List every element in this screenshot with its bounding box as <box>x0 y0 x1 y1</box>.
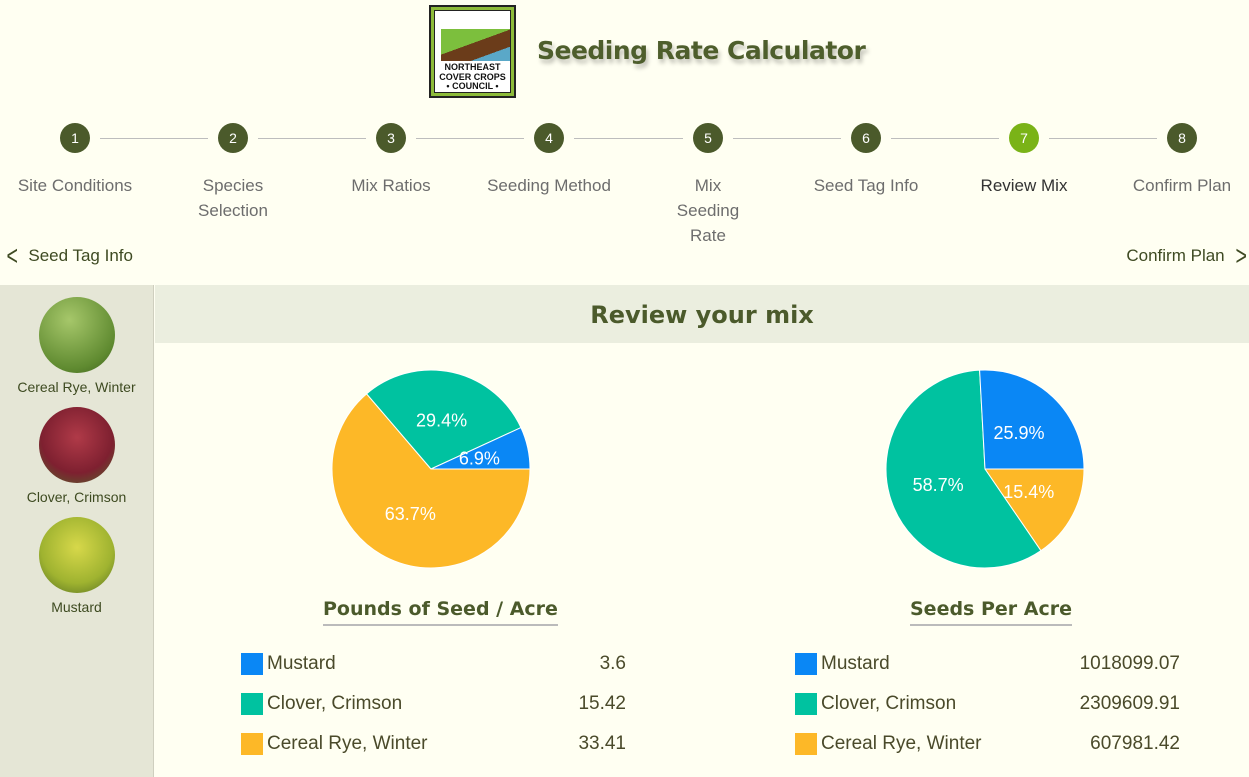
species-item[interactable]: Clover, Crimson <box>0 407 153 505</box>
legend-name: Mustard <box>267 653 336 674</box>
step-8[interactable]: 8 Confirm Plan <box>1107 120 1249 198</box>
stepper: 1 Site Conditions 2 Species Selection 3 Mix R… <box>0 120 1249 245</box>
legend-name: Cereal Rye, Winter <box>267 733 428 754</box>
pie-slice-mustard[interactable] <box>430 426 531 470</box>
step-number: 6 <box>851 123 881 153</box>
step-connector <box>100 138 208 139</box>
chart-title-pounds: Pounds of Seed / Acre <box>323 598 558 626</box>
pie-slice-mustard[interactable] <box>979 369 1085 470</box>
pie-label: 58.7% <box>913 475 964 495</box>
step-number: 1 <box>60 123 90 153</box>
step-number: 3 <box>376 123 406 153</box>
ncc-logo: NORTHEAST COVER CROPS • COUNCIL • <box>429 5 516 98</box>
step-connector <box>891 138 999 139</box>
legend-row: Mustard 1018099.07 <box>795 644 1180 684</box>
pie-label: 29.4% <box>416 411 467 431</box>
legend-row: Clover, Crimson 15.42 <box>241 684 626 724</box>
species-image <box>38 297 115 373</box>
legend-row: Mustard 3.6 <box>241 644 626 684</box>
step-label: Mix Ratios <box>351 176 431 195</box>
legend-swatch <box>241 733 263 755</box>
step-connector <box>733 138 841 139</box>
pie-label: 15.4% <box>1003 482 1054 502</box>
step-number: 2 <box>218 123 248 153</box>
legend-name: Clover, Crimson <box>821 693 957 714</box>
legend-row: Cereal Rye, Winter 33.41 <box>241 724 626 764</box>
step-label: Mix Seeding Rate <box>676 176 740 245</box>
legend-row: Clover, Crimson 2309609.91 <box>795 684 1180 724</box>
legend-swatch <box>795 733 817 755</box>
species-item[interactable]: Cereal Rye, Winter <box>0 297 153 395</box>
pie-label: 63.7% <box>385 504 436 524</box>
step-connector <box>416 138 524 139</box>
legend-value: 15.42 <box>578 693 626 714</box>
app-title: Seeding Rate Calculator <box>537 36 866 65</box>
step-number: 5 <box>693 123 723 153</box>
legend-name: Mustard <box>821 653 890 674</box>
pie-slice-cereal-rye-winter[interactable] <box>984 468 1085 552</box>
step-label: Species Selection <box>198 176 268 220</box>
legend-swatch <box>795 693 817 715</box>
legend-swatch <box>795 653 817 675</box>
step-label: Seeding Method <box>487 176 611 195</box>
species-sidebar: Cereal Rye, Winter Clover, Crimson Musta… <box>0 285 154 777</box>
step-6[interactable]: 6 Seed Tag Info <box>791 120 941 198</box>
step-connector <box>1049 138 1157 139</box>
species-image <box>38 517 115 593</box>
step-number: 4 <box>534 123 564 153</box>
step-4[interactable]: 4 Seeding Method <box>474 120 624 198</box>
pie-chart-pounds: 63.7% 29.4% 6.9% <box>331 369 531 569</box>
chevron-left-icon: < <box>6 240 18 271</box>
legend-pounds: Mustard 3.6 Clover, Crimson 15.42 Cereal Rye… <box>241 644 626 764</box>
step-label: Site Conditions <box>17 176 133 195</box>
step-label: Review Mix <box>980 176 1068 195</box>
pie-slice-clover-crimson[interactable] <box>885 369 1042 569</box>
pie-chart-seeds: 15.4% 58.7% 25.9% <box>885 369 1085 569</box>
step-number: 7 <box>1009 123 1039 153</box>
legend-value: 1018099.07 <box>1079 653 1180 674</box>
legend-name: Cereal Rye, Winter <box>821 733 982 754</box>
step-label: Confirm Plan <box>1132 176 1232 195</box>
step-connector <box>258 138 366 139</box>
legend-seeds: Mustard 1018099.07 Clover, Crimson 2309609.… <box>795 644 1180 764</box>
logo-text-line: COVER CROPS <box>439 71 506 82</box>
step-connector <box>574 138 683 139</box>
logo-text-line: NORTHEAST <box>444 62 501 72</box>
step-label: Seed Tag Info <box>813 176 919 195</box>
pie-slice-cereal-rye-winter[interactable] <box>331 393 531 569</box>
legend-value: 2309609.91 <box>1079 693 1180 714</box>
next-button[interactable]: Confirm Plan > <box>1126 240 1247 271</box>
step-7[interactable]: 7 Review Mix <box>949 120 1099 198</box>
step-1[interactable]: 1 Site Conditions <box>0 120 150 198</box>
legend-value: 607981.42 <box>1090 733 1180 754</box>
step-5[interactable]: 5 Mix Seeding Rate <box>633 120 783 248</box>
pie-label: 25.9% <box>994 423 1045 443</box>
legend-name: Clover, Crimson <box>267 693 403 714</box>
logo-text-line: • COUNCIL • <box>446 81 499 91</box>
species-image <box>38 407 115 483</box>
legend-value: 33.41 <box>578 733 626 754</box>
legend-swatch <box>241 693 263 715</box>
step-number: 8 <box>1167 123 1197 153</box>
step-3[interactable]: 3 Mix Ratios <box>316 120 466 198</box>
pie-label: 6.9% <box>459 448 500 468</box>
legend-value: 3.6 <box>599 653 626 674</box>
chart-title-seeds: Seeds Per Acre <box>910 598 1073 626</box>
pie-slice-clover-crimson[interactable] <box>365 369 522 470</box>
legend-swatch <box>241 653 263 675</box>
step-2[interactable]: 2 Species Selection <box>158 120 308 223</box>
section-title: Review your mix <box>155 285 1249 343</box>
legend-row: Cereal Rye, Winter 607981.42 <box>795 724 1180 764</box>
species-item[interactable]: Mustard <box>0 517 153 615</box>
back-button[interactable]: < Seed Tag Info <box>6 240 133 271</box>
chevron-right-icon: > <box>1235 240 1247 271</box>
